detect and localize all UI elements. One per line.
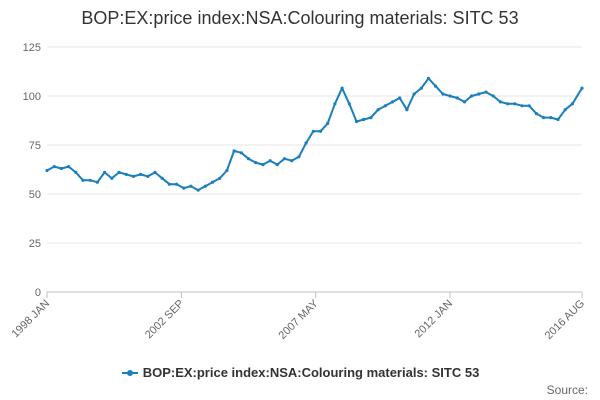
x-tick-label: 2012 JAN bbox=[413, 298, 456, 341]
data-point bbox=[282, 157, 287, 161]
legend[interactable]: BOP:EX:price index:NSA:Colouring materia… bbox=[0, 365, 600, 380]
data-point bbox=[74, 170, 78, 174]
series-group bbox=[45, 76, 584, 192]
data-point bbox=[326, 121, 330, 125]
data-point bbox=[254, 161, 258, 165]
data-point bbox=[218, 176, 222, 180]
data-point bbox=[398, 96, 402, 100]
data-point bbox=[383, 104, 387, 108]
data-point bbox=[448, 94, 452, 98]
data-point bbox=[175, 182, 179, 186]
data-point bbox=[354, 119, 359, 124]
data-point bbox=[405, 108, 409, 112]
data-point bbox=[434, 84, 438, 88]
data-point bbox=[225, 168, 229, 173]
data-point bbox=[376, 108, 380, 112]
data-point bbox=[124, 172, 128, 176]
data-point bbox=[275, 163, 279, 167]
x-tick-label: 2016 AUG bbox=[543, 298, 587, 342]
data-point bbox=[59, 166, 64, 171]
data-point bbox=[210, 180, 215, 184]
data-point bbox=[470, 94, 474, 98]
data-point bbox=[333, 102, 337, 106]
data-point bbox=[268, 159, 272, 163]
data-point bbox=[498, 100, 502, 104]
data-point bbox=[419, 86, 423, 90]
x-tick-label: 2007 MAY bbox=[277, 297, 322, 342]
data-point bbox=[570, 102, 575, 106]
x-axis: 1998 JAN 2002 SEP 2007 MAY 2012 JAN 2016 AUG bbox=[9, 292, 587, 342]
data-point bbox=[506, 102, 510, 106]
data-point bbox=[426, 76, 431, 80]
data-point bbox=[347, 102, 351, 106]
data-point bbox=[52, 165, 56, 169]
data-point bbox=[196, 188, 200, 192]
data-point bbox=[146, 174, 150, 178]
legend-label: BOP:EX:price index:NSA:Colouring materia… bbox=[142, 365, 480, 380]
data-point bbox=[110, 176, 114, 180]
source-label: Source: bbox=[546, 383, 588, 397]
y-tick-label: 75 bbox=[29, 140, 41, 152]
data-point bbox=[477, 92, 481, 96]
data-point bbox=[261, 163, 265, 167]
data-point bbox=[412, 92, 416, 96]
data-point bbox=[318, 129, 323, 133]
data-point bbox=[527, 104, 531, 108]
data-point bbox=[542, 116, 546, 120]
y-tick-label: 100 bbox=[23, 91, 41, 103]
data-point bbox=[131, 174, 135, 178]
data-point bbox=[563, 108, 567, 112]
y-tick-label: 25 bbox=[29, 238, 41, 250]
data-point bbox=[88, 178, 92, 182]
data-point bbox=[304, 141, 308, 145]
data-point bbox=[369, 116, 373, 120]
data-point bbox=[534, 112, 539, 116]
data-point bbox=[45, 168, 49, 173]
data-point bbox=[239, 151, 243, 155]
data-point bbox=[549, 116, 553, 120]
y-tick-label: 125 bbox=[23, 42, 41, 54]
data-point bbox=[484, 90, 488, 94]
data-point bbox=[491, 94, 495, 98]
data-point bbox=[340, 86, 344, 90]
data-point bbox=[103, 170, 107, 174]
data-point bbox=[139, 172, 143, 176]
data-point bbox=[81, 178, 85, 182]
data-point bbox=[297, 155, 301, 159]
data-point bbox=[556, 117, 560, 122]
data-point bbox=[311, 129, 315, 133]
data-point bbox=[290, 159, 294, 163]
data-point bbox=[580, 86, 584, 90]
data-point bbox=[362, 117, 366, 122]
x-tick-label: 1998 JAN bbox=[9, 298, 52, 341]
y-tick-label: 0 bbox=[35, 287, 41, 299]
data-point bbox=[462, 100, 467, 104]
data-point bbox=[117, 170, 121, 174]
data-point bbox=[246, 157, 251, 161]
data-point bbox=[160, 176, 164, 180]
data-point bbox=[455, 96, 459, 100]
y-axis-ticks: 0 25 50 75 100 125 bbox=[23, 42, 41, 299]
chart-title: BOP:EX:price index:NSA:Colouring materia… bbox=[81, 8, 519, 28]
gridlines bbox=[47, 46, 582, 293]
x-tick-label: 2002 SEP bbox=[143, 298, 187, 342]
data-point bbox=[513, 102, 517, 106]
data-point bbox=[232, 149, 236, 153]
data-point bbox=[203, 184, 207, 188]
data-point bbox=[153, 170, 157, 174]
data-point bbox=[67, 165, 71, 169]
data-point bbox=[441, 92, 445, 96]
legend-line-marker-icon bbox=[121, 369, 138, 376]
data-point bbox=[167, 182, 171, 186]
data-point bbox=[390, 100, 395, 104]
y-tick-label: 50 bbox=[29, 189, 41, 201]
data-point bbox=[189, 184, 193, 188]
data-point bbox=[95, 180, 99, 184]
data-point bbox=[520, 104, 524, 108]
data-point bbox=[182, 186, 186, 190]
